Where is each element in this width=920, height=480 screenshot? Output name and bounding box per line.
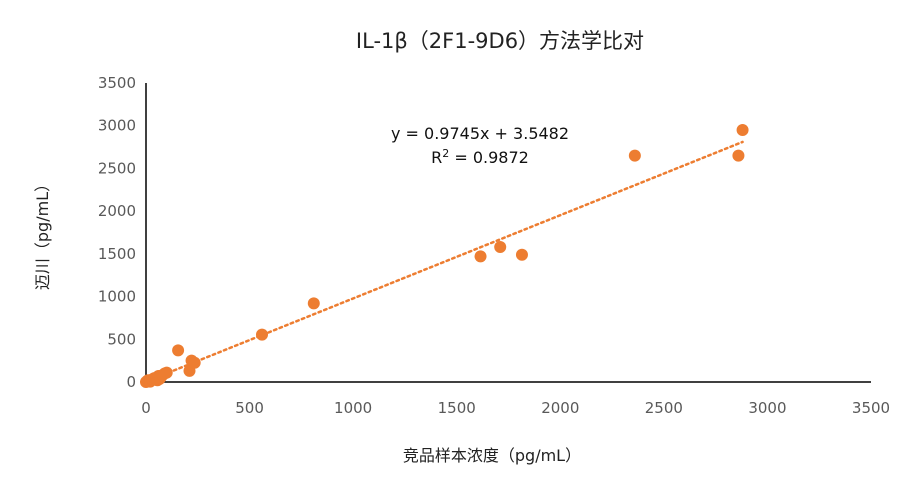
y-axis-label: 迈川（pg/mL）	[33, 176, 52, 290]
data-point	[628, 149, 641, 162]
y-tick-label: 2500	[98, 159, 136, 177]
x-tick-label: 3000	[748, 399, 786, 417]
x-axis-ticks: 0 500 1000 1500 2000 2500 3000 3500	[141, 399, 890, 417]
data-point	[172, 344, 185, 357]
x-tick-label: 2000	[541, 399, 579, 417]
data-point	[736, 123, 749, 136]
y-tick-label: 500	[107, 330, 136, 348]
y-tick-label: 2000	[98, 202, 136, 220]
y-tick-label: 3000	[98, 117, 136, 135]
x-tick-label: 1000	[334, 399, 372, 417]
x-tick-label: 3500	[852, 399, 890, 417]
trendline-equation: y = 0.9745x + 3.5482	[391, 124, 569, 143]
y-tick-label: 1000	[98, 288, 136, 306]
data-point	[307, 297, 320, 310]
x-tick-label: 2500	[645, 399, 683, 417]
y-tick-label: 3500	[98, 74, 136, 92]
r-squared-label: R2 = 0.9872	[431, 147, 529, 167]
trendline	[144, 140, 744, 383]
data-points	[140, 123, 749, 388]
data-point	[160, 366, 173, 379]
x-tick-label: 1500	[438, 399, 476, 417]
data-point	[474, 250, 487, 263]
y-axis-ticks: 0 500 1000 1500 2000 2500 3000 3500	[98, 74, 136, 391]
y-tick-label: 0	[126, 373, 136, 391]
data-point	[188, 356, 201, 369]
data-point	[732, 149, 745, 162]
x-axis-label: 竞品样本浓度（pg/mL）	[403, 446, 581, 465]
data-point	[515, 248, 528, 261]
chart-title: IL-1β（2F1-9D6）方法学比对	[356, 29, 644, 53]
data-point	[494, 241, 507, 254]
x-tick-label: 0	[141, 399, 151, 417]
data-point	[256, 328, 268, 341]
x-tick-label: 500	[235, 399, 264, 417]
y-tick-label: 1500	[98, 245, 136, 263]
